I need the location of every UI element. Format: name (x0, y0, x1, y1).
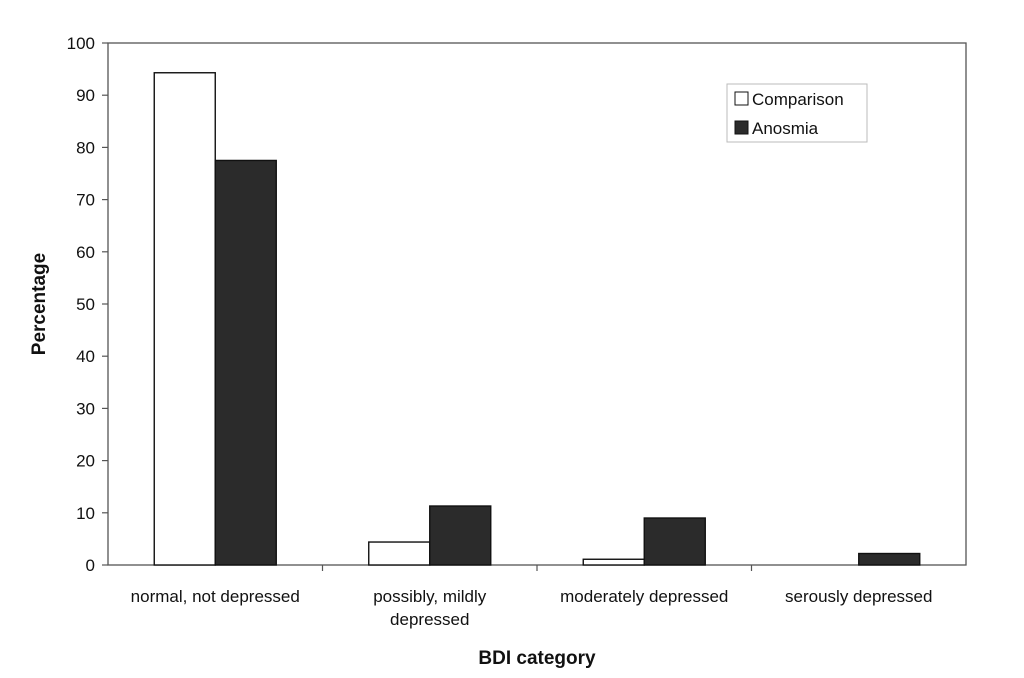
bar-anosmia-1 (429, 505, 492, 566)
y-tick-label: 10 (76, 504, 95, 523)
x-tick-label: possibly, mildly depressed (373, 587, 487, 629)
legend-label-comparison: Comparison (752, 90, 844, 109)
bar-comparison-2 (582, 558, 645, 566)
x-axis: normal, not depressed possibly, mildly dep… (131, 565, 932, 629)
x-axis-title: BDI category (478, 648, 596, 669)
x-tick-label: serously depressed (785, 587, 932, 606)
legend-box (726, 83, 868, 143)
legend-swatch-comparison (734, 91, 749, 106)
bar-anosmia-0 (214, 159, 277, 566)
y-tick-label: 40 (76, 347, 95, 366)
x-tick-label: normal, not depressed (131, 587, 300, 606)
y-tick-label: 70 (76, 191, 95, 210)
bar-anosmia-2 (643, 517, 706, 566)
bar-comparison-1 (368, 541, 431, 566)
legend-label-anosmia: Anosmia (752, 119, 819, 138)
y-tick-label: 30 (76, 399, 95, 418)
bar-comparison-0 (153, 72, 216, 566)
y-tick-label: 90 (76, 86, 95, 105)
y-tick-label: 100 (67, 34, 95, 53)
y-tick-label: 60 (76, 243, 95, 262)
legend: Comparison Anosmia (726, 83, 868, 143)
bars-group (153, 72, 921, 566)
y-tick-label: 20 (76, 452, 95, 471)
y-tick-label: 50 (76, 295, 95, 314)
x-tick-label: moderately depressed (560, 587, 728, 606)
y-tick-label: 0 (86, 556, 95, 575)
bar-anosmia-3 (858, 552, 921, 566)
y-tick-label: 80 (76, 138, 95, 157)
y-axis-title: Percentage (29, 253, 50, 355)
legend-swatch-anosmia (734, 120, 749, 135)
y-axis: 0 10 20 30 40 50 60 70 80 90 100 (67, 34, 108, 575)
